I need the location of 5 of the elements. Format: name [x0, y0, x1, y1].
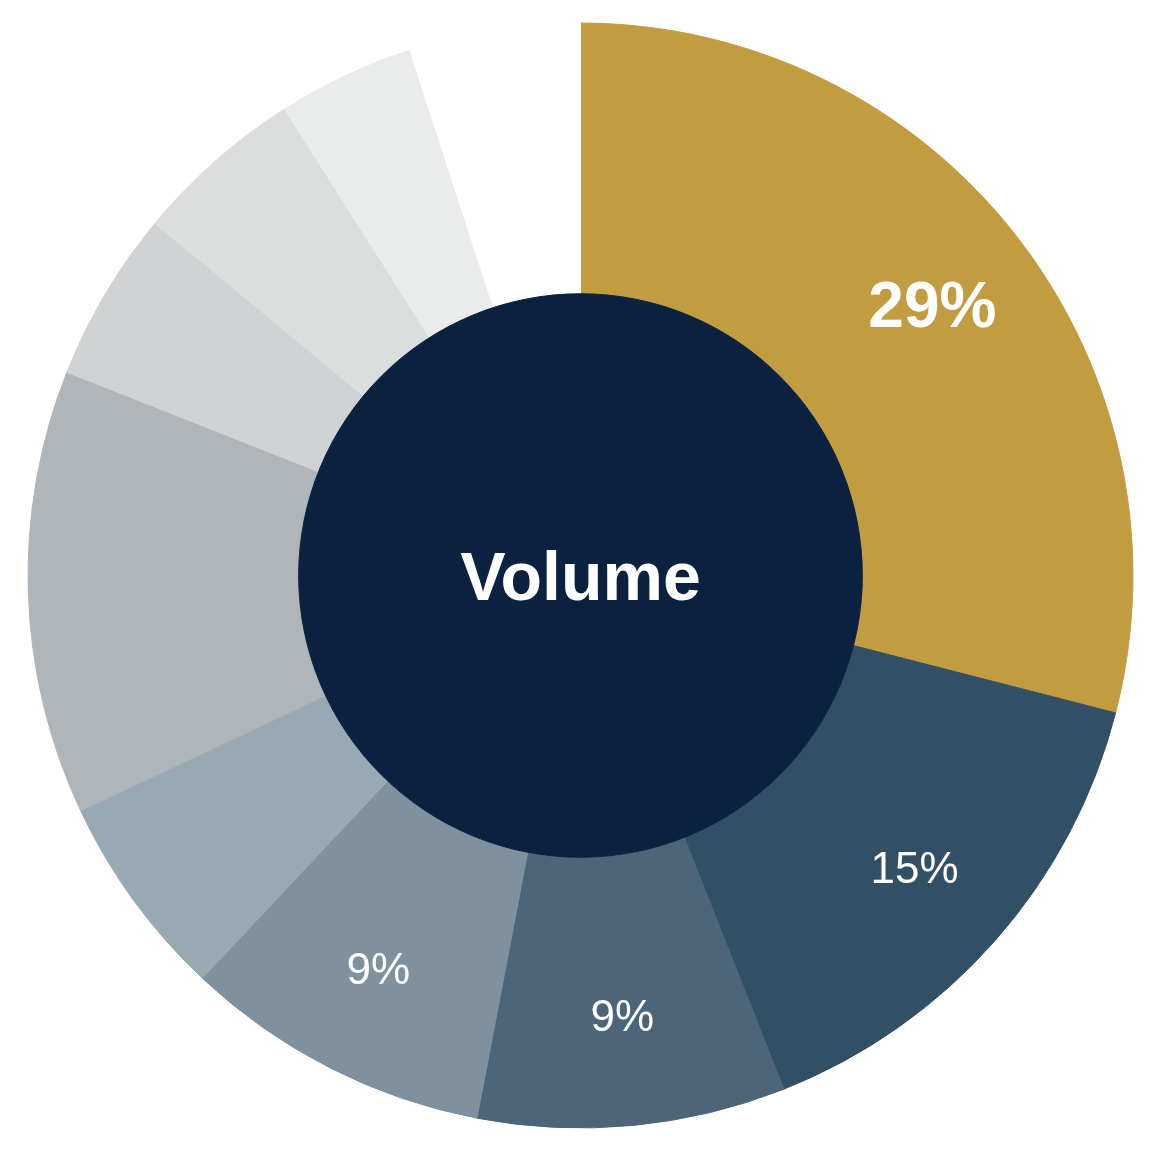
data-label: 15% [870, 842, 959, 892]
data-label: 29% [868, 268, 997, 341]
data-label: 9% [590, 990, 655, 1040]
text: Volume [460, 537, 701, 614]
data-label: 9% [346, 944, 411, 994]
